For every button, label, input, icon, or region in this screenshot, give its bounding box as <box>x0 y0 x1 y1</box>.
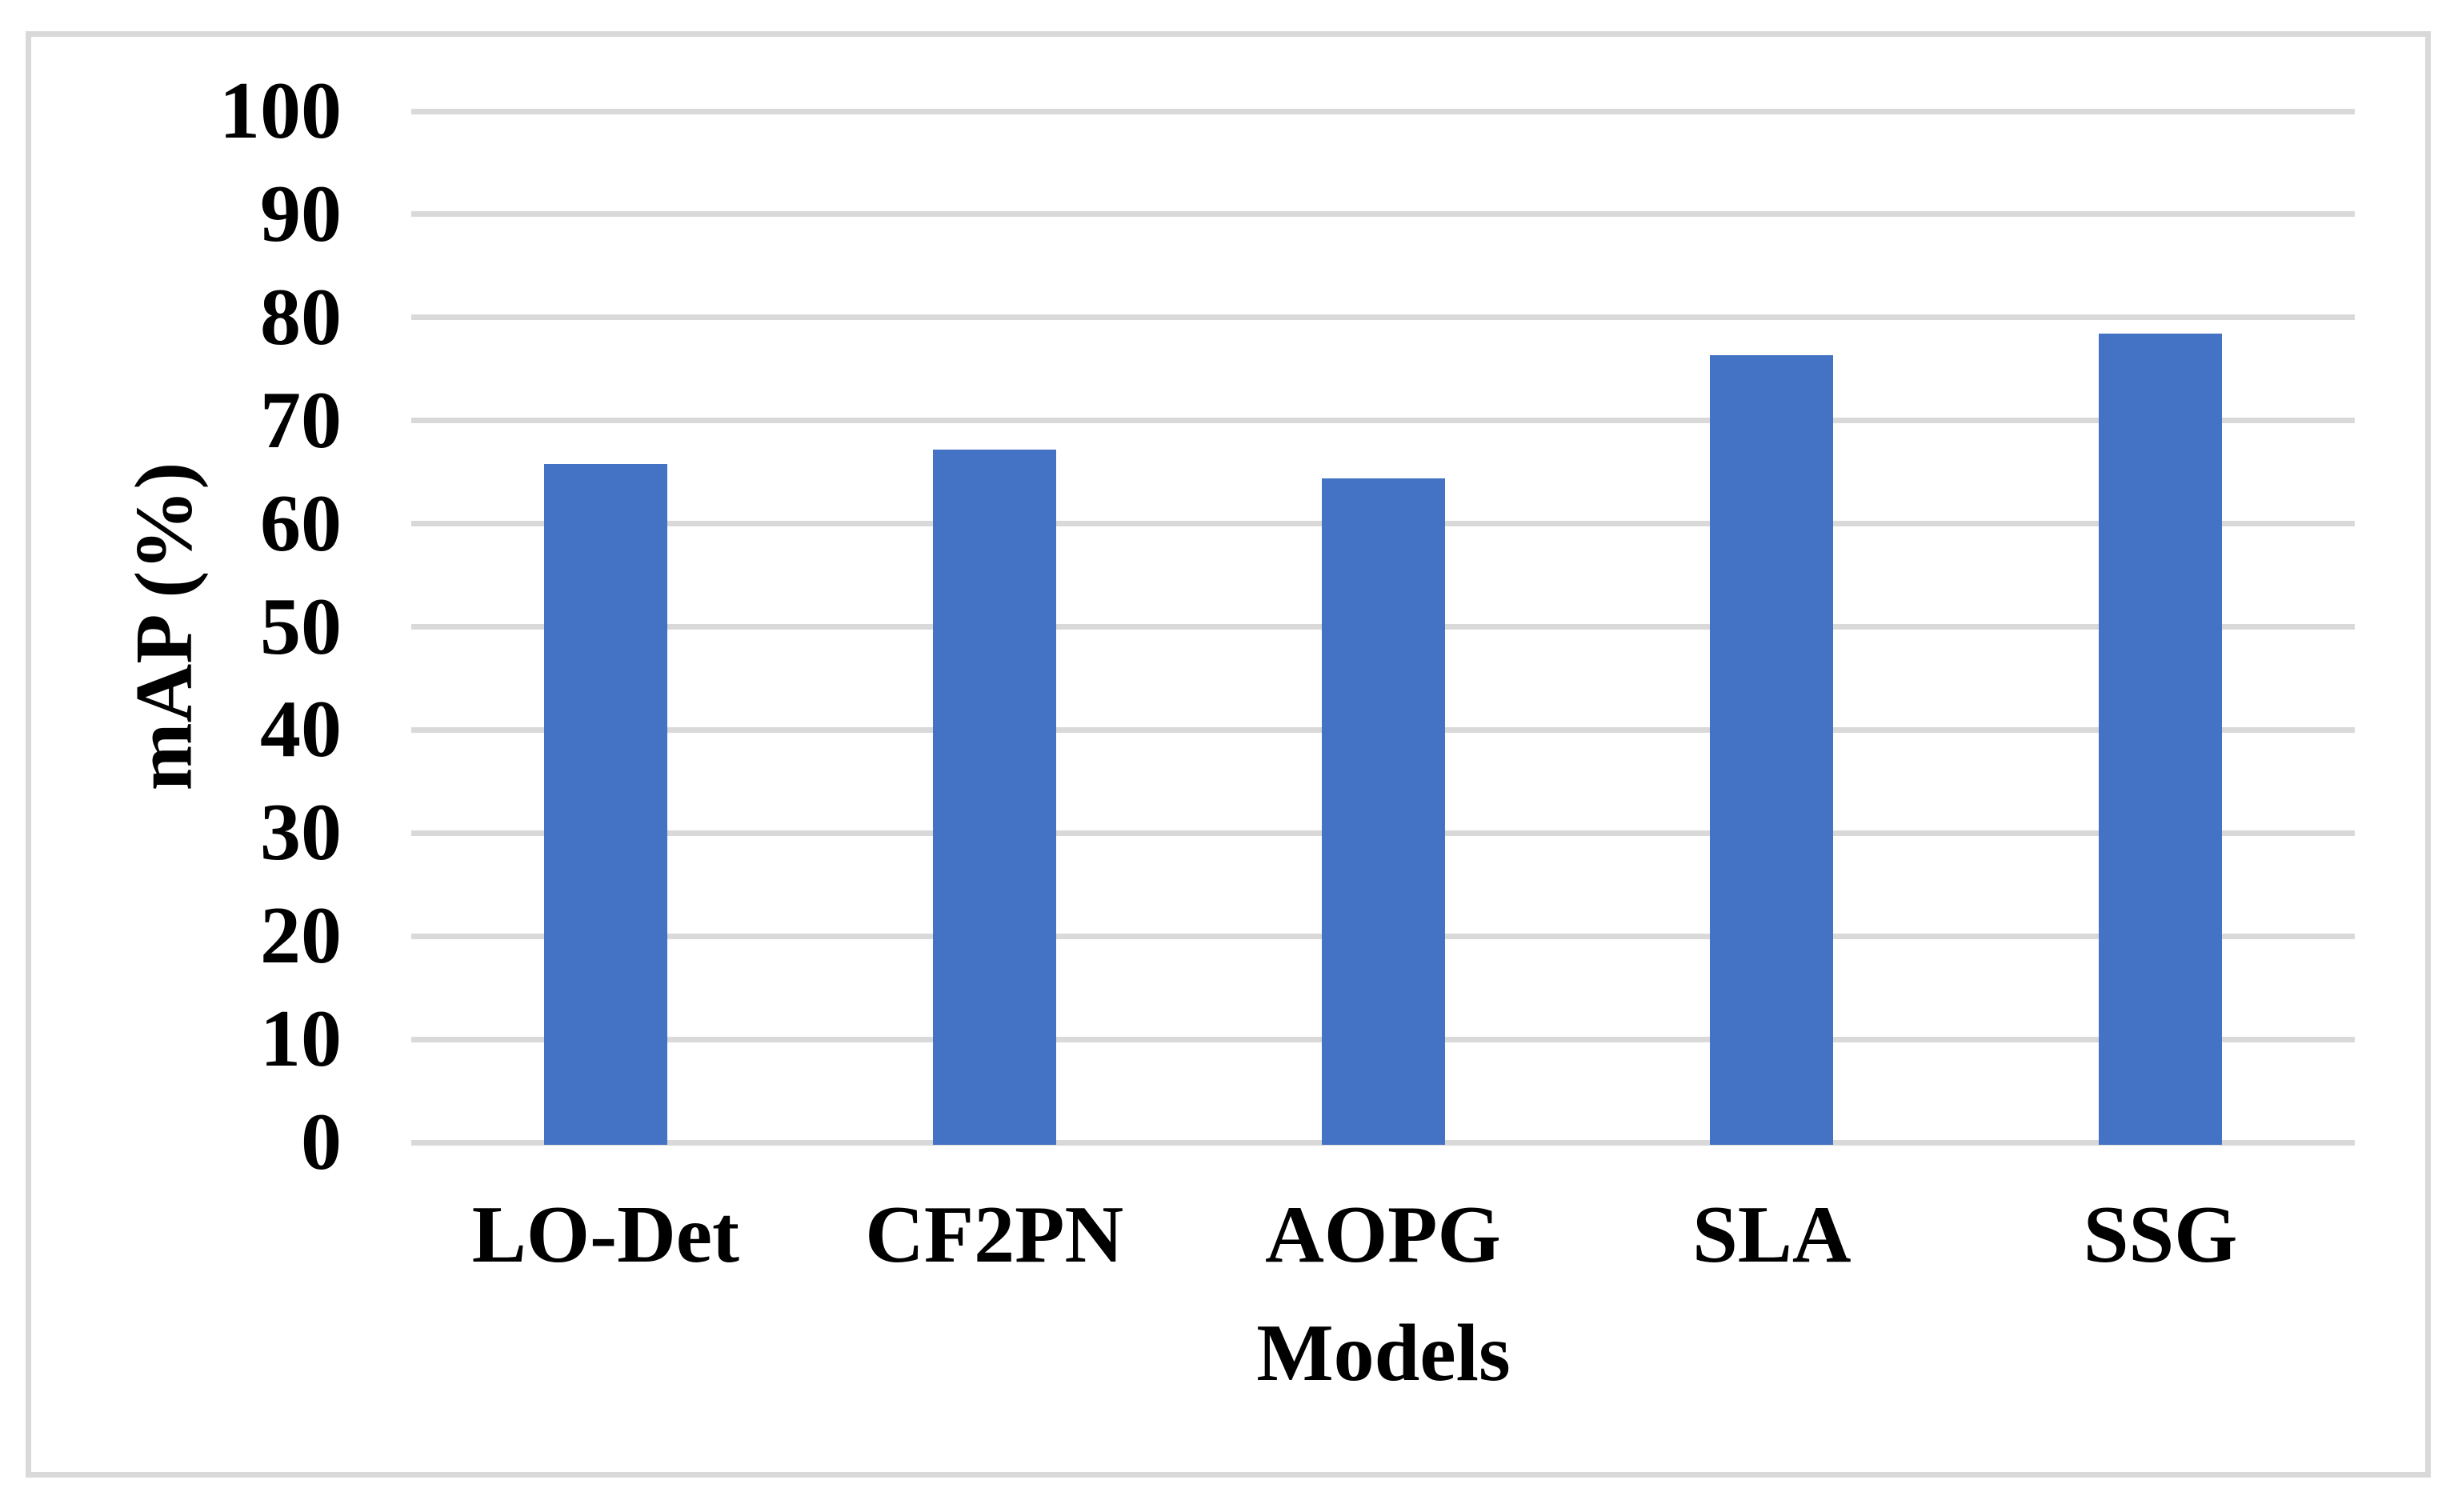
y-tick-label-10: 10 <box>260 994 342 1085</box>
y-tick-label-100: 100 <box>219 66 342 156</box>
x-tick-label-LO-Det: LO-Det <box>471 1190 740 1280</box>
bar-AOPG <box>1321 478 1445 1146</box>
x-tick-label-CF2PN: CF2PN <box>865 1190 1124 1280</box>
gridline-y100 <box>411 108 2355 114</box>
bar-SSG <box>2099 334 2223 1146</box>
y-tick-label-20: 20 <box>260 890 342 982</box>
y-axis-title: mAP (%) <box>118 462 210 791</box>
chart-frame <box>26 31 2431 1478</box>
y-tick-label-60: 60 <box>260 478 342 569</box>
gridline-y80 <box>411 314 2355 321</box>
bar-LO-Det <box>543 463 667 1146</box>
bar-CF2PN <box>932 449 1056 1146</box>
y-tick-label-80: 80 <box>260 271 342 362</box>
y-tick-label-90: 90 <box>260 168 342 259</box>
gridline-y90 <box>411 211 2355 218</box>
y-tick-label-0: 0 <box>301 1097 342 1187</box>
bar-SLA <box>1710 355 1834 1146</box>
y-tick-label-30: 30 <box>260 787 342 878</box>
x-tick-label-AOPG: AOPG <box>1265 1190 1501 1280</box>
gridline-y70 <box>411 418 2355 424</box>
y-tick-label-50: 50 <box>260 581 342 672</box>
y-tick-label-40: 40 <box>260 684 342 775</box>
x-axis-title: Models <box>1256 1308 1511 1398</box>
y-tick-label-70: 70 <box>260 374 342 466</box>
x-tick-label-SLA: SLA <box>1692 1190 1852 1280</box>
x-tick-label-SSG: SSG <box>2083 1190 2238 1280</box>
